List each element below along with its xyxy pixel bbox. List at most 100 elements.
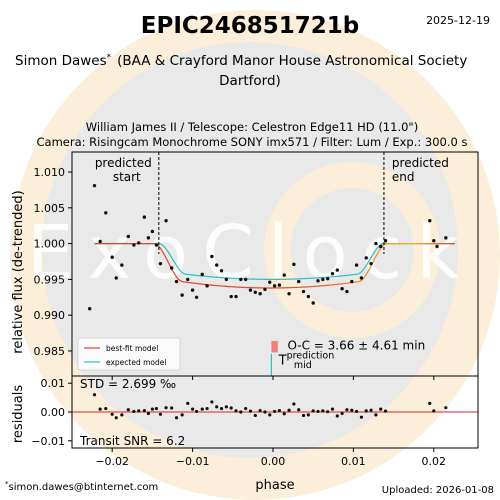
residual-data-point — [326, 410, 330, 414]
flux-data-point — [150, 229, 155, 234]
flux-data-point — [234, 294, 238, 299]
residual-data-point — [190, 407, 195, 411]
residual-data-point — [369, 408, 373, 412]
flux-data-point — [292, 262, 296, 267]
footer-email: simon.dawes@btinternet.com — [9, 482, 159, 493]
residual-data-point — [335, 414, 339, 418]
residual-data-point — [239, 410, 243, 414]
residual-y-tick-label: −0.01 — [31, 435, 65, 448]
flux-data-point — [98, 239, 102, 244]
flux-data-point — [104, 211, 108, 215]
flux-data-point — [258, 292, 262, 296]
observation-date: 2025-12-19 — [426, 14, 490, 27]
footer-uploaded: Uploaded: 2026-01-08 — [382, 485, 494, 496]
flux-data-point — [219, 269, 224, 273]
residual-data-point — [210, 400, 214, 404]
residual-data-point — [292, 402, 296, 406]
watermark-inner-disc — [290, 188, 414, 312]
observer-line2: Dartford) — [219, 73, 281, 89]
residual-data-point — [273, 409, 277, 414]
footer-email-line: *simon.dawes@btinternet.com — [5, 480, 158, 493]
residual-data-point — [311, 409, 315, 413]
residual-data-point — [137, 409, 141, 413]
residual-data-point — [268, 413, 272, 417]
flux-data-point — [114, 276, 118, 280]
residual-data-point — [234, 409, 238, 413]
residual-data-point — [92, 393, 97, 397]
light-curve-panel: 0.985 0.990 0.995 1.000 1.005 1.010 relative … — [11, 151, 479, 380]
residual-data-point — [120, 413, 124, 417]
flux-data-point — [330, 271, 335, 276]
residual-data-point — [98, 407, 102, 411]
residual-data-point — [200, 407, 204, 411]
residual-data-point — [301, 413, 306, 418]
flux-data-point — [154, 243, 159, 247]
flux-data-point — [180, 293, 184, 297]
residual-data-point — [287, 408, 291, 412]
predicted-start-label-2: start — [113, 170, 141, 184]
best-fit-model-line — [94, 243, 455, 289]
flux-data-point — [383, 239, 388, 243]
flux-data-point — [164, 219, 168, 223]
prediction-mid-sub: mid — [294, 360, 312, 371]
flux-data-point — [194, 295, 199, 299]
phase-x-tick-label: −0.01 — [176, 455, 210, 468]
residual-data-point — [345, 408, 349, 412]
flux-data-point — [142, 215, 147, 219]
residual-data-point — [248, 409, 253, 413]
residual-data-point — [432, 409, 436, 413]
flux-data-point — [224, 277, 229, 282]
flux-y-tick-label: 0.995 — [34, 273, 66, 286]
residual-data-point — [142, 408, 146, 413]
legend-entry-best-fit: best-fit model — [106, 344, 158, 353]
flux-data-point — [215, 263, 219, 267]
residuals-panel: −0.01 0.00 0.01 −0.02 −0.01 0.00 0.01 0.02 res… — [11, 375, 479, 493]
residual-data-point — [244, 406, 248, 411]
flux-data-point — [92, 183, 97, 188]
residual-data-point — [158, 412, 163, 416]
residual-data-point — [104, 406, 108, 411]
residual-data-point — [170, 406, 174, 410]
flux-data-point — [311, 301, 315, 305]
phase-x-tick-label: 0.00 — [261, 455, 286, 468]
residual-y-tick-label: 0.00 — [41, 406, 66, 419]
flux-data-point — [137, 241, 141, 245]
flux-data-point — [205, 284, 209, 288]
observer-mark: * — [107, 53, 112, 63]
flux-data-point — [200, 272, 204, 277]
flux-data-point — [190, 288, 195, 292]
flux-data-point — [379, 244, 383, 249]
residual-data-point — [282, 412, 286, 416]
residual-data-point — [428, 401, 432, 405]
residual-data-point — [132, 409, 136, 414]
flux-data-point — [110, 255, 114, 259]
flux-data-point — [229, 294, 233, 299]
flux-y-tick-label: 1.010 — [34, 166, 66, 179]
flux-data-point — [272, 284, 277, 288]
residual-data-point — [359, 415, 364, 419]
residual-data-point — [146, 411, 150, 416]
observer-line1: Simon Dawes* (BAA & Crayford Manor House … — [15, 53, 467, 69]
residual-data-point — [186, 401, 190, 405]
residual-data-point — [263, 410, 267, 414]
residual-data-point — [174, 416, 179, 420]
residual-data-point — [258, 408, 262, 413]
footer-email-mark: * — [5, 480, 9, 488]
observer-affiliation: (BAA & Crayford Manor House Astronomical… — [117, 53, 467, 69]
flux-data-point — [132, 243, 136, 247]
flux-y-tick-label: 0.985 — [34, 345, 66, 358]
flux-data-point — [321, 277, 325, 282]
residual-data-point — [154, 406, 159, 411]
residual-data-point — [316, 409, 320, 414]
residual-data-point — [164, 406, 168, 410]
predicted-end-label: predicted — [392, 156, 449, 170]
watermark: ExoClock — [10, 10, 500, 500]
prediction-mid-annotation: Tprediction — [278, 351, 335, 369]
predicted-end-label-2: end — [392, 170, 415, 184]
residual-data-point — [364, 409, 368, 413]
flux-data-point — [169, 266, 174, 270]
residual-data-point — [306, 413, 310, 417]
phase-x-tick-label: 0.02 — [422, 455, 447, 468]
residual-y-tick-label: 0.01 — [41, 377, 66, 390]
